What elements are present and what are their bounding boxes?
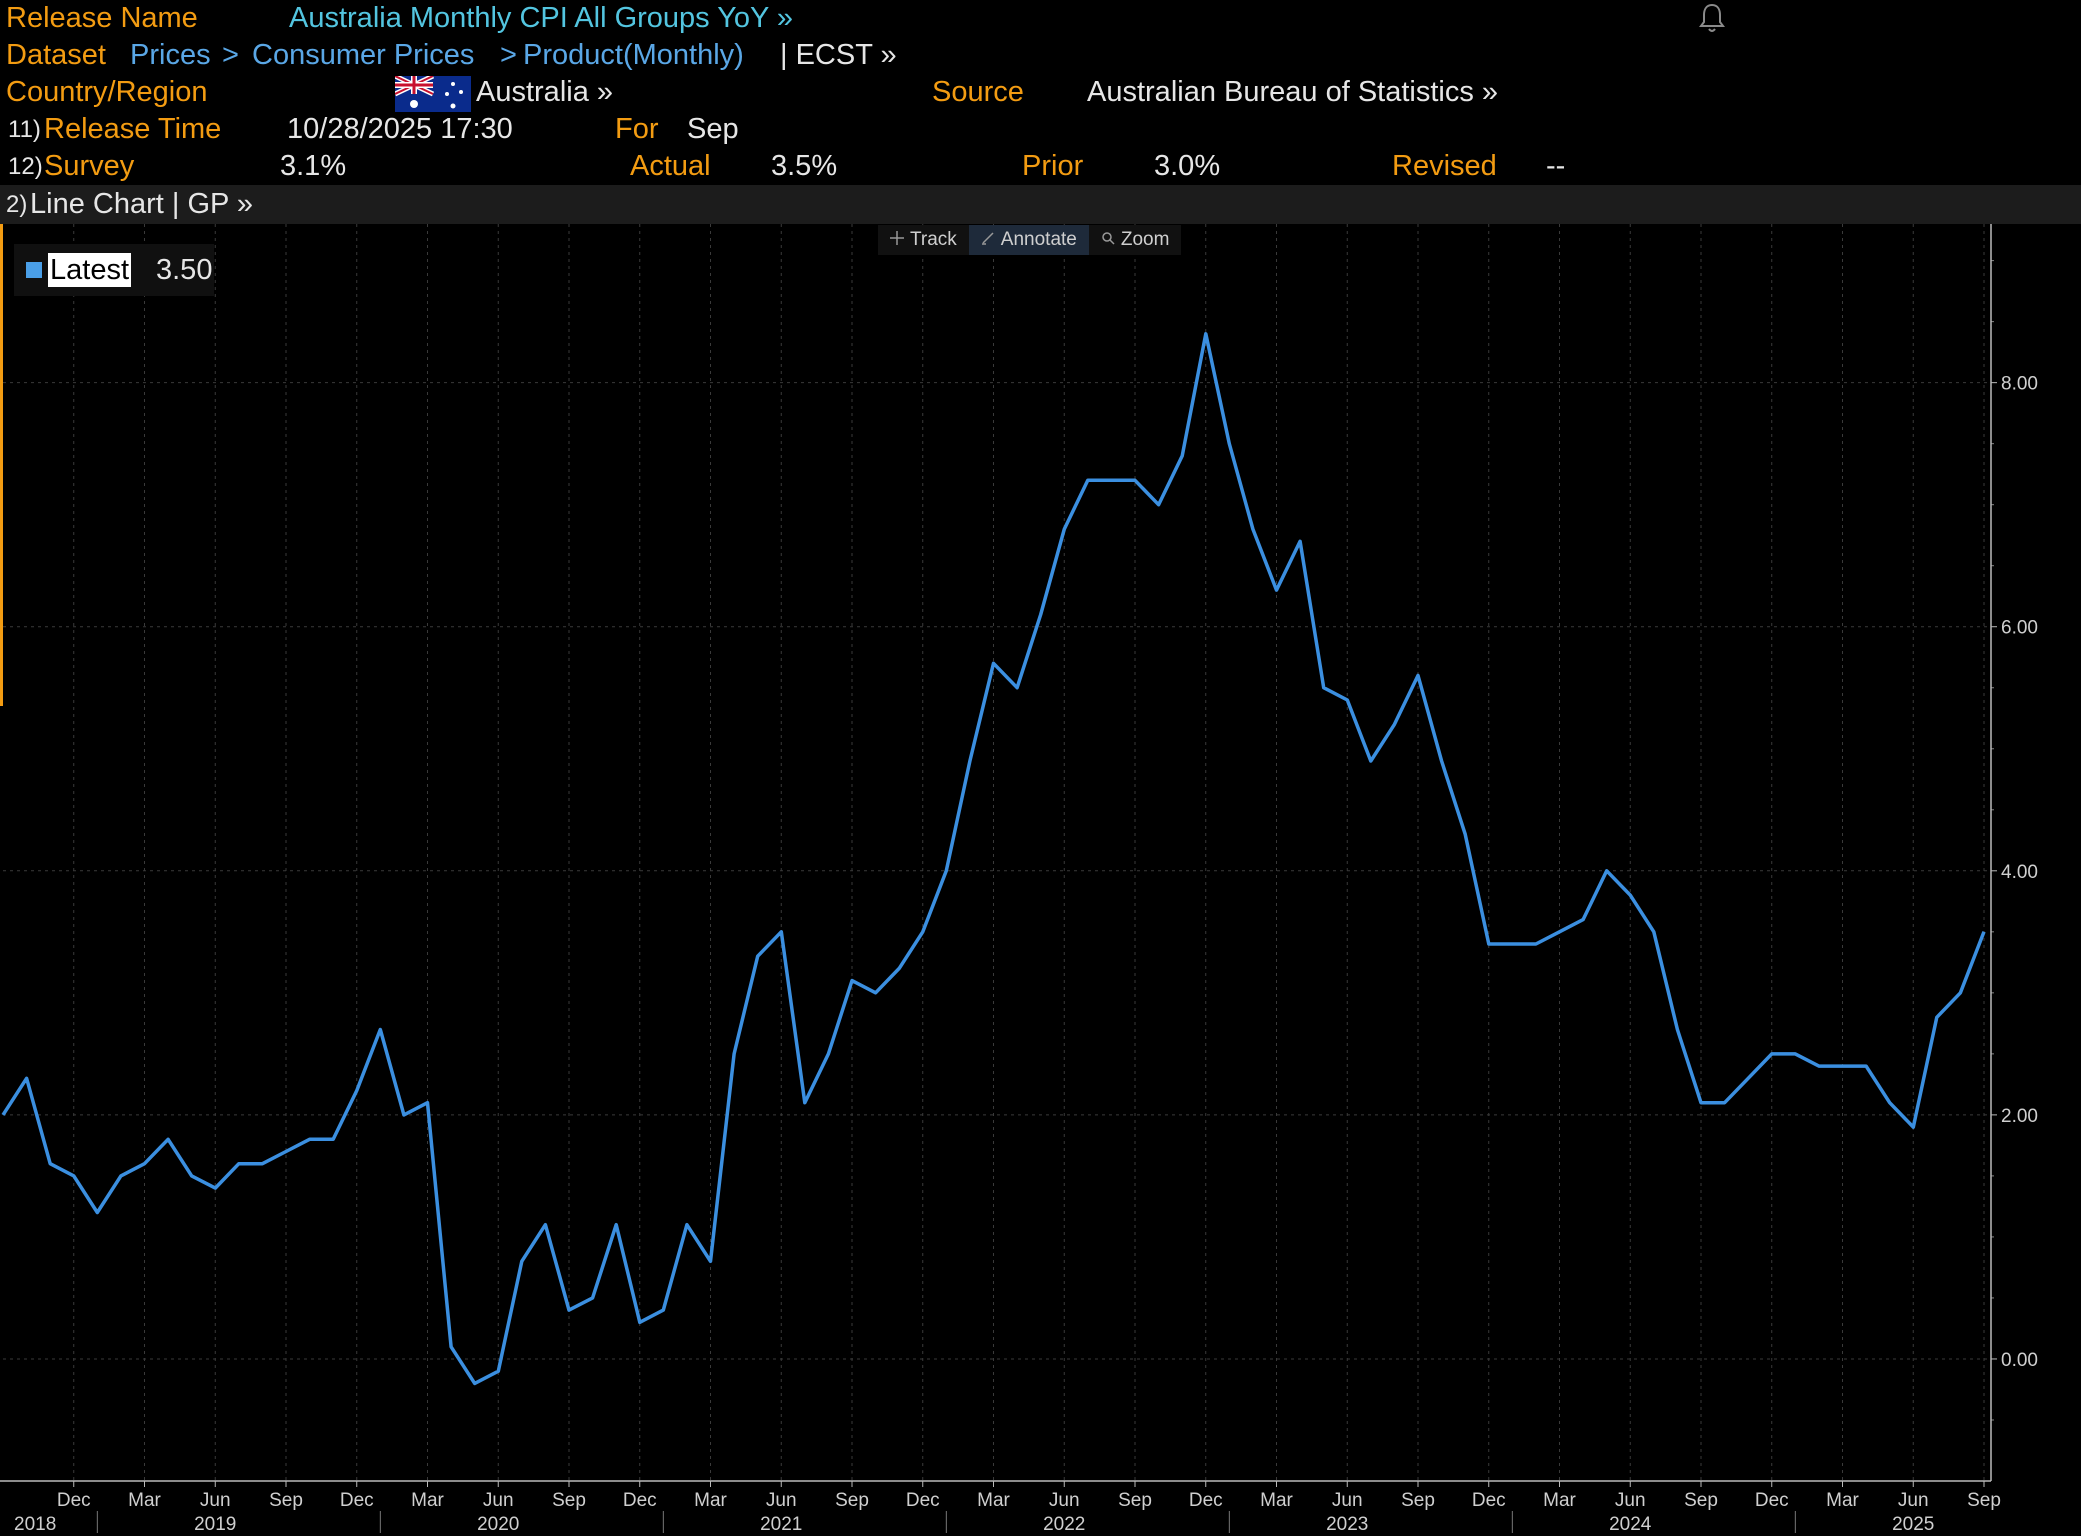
x-month-label: Sep xyxy=(1684,1490,1718,1511)
magnifier-icon xyxy=(1101,225,1115,255)
chart-type-number[interactable]: 2) xyxy=(6,191,28,218)
track-label: Track xyxy=(910,229,957,250)
y-tick-label: 0.00 xyxy=(2001,1350,2038,1371)
annotate-label: Annotate xyxy=(1000,229,1077,250)
x-month-label: Dec xyxy=(1755,1490,1789,1511)
left-accent-marker xyxy=(0,224,3,706)
x-month-label: Mar xyxy=(1826,1490,1859,1511)
x-month-label: Mar xyxy=(1260,1490,1293,1511)
country-link[interactable]: Australia » xyxy=(476,76,614,108)
x-month-label: Sep xyxy=(1967,1490,2001,1511)
cpi-yoy-series-line xyxy=(1,332,1986,1386)
revised-value: -- xyxy=(1546,150,1566,182)
dataset-ecst-link[interactable]: | ECST » xyxy=(780,39,897,71)
release-time-label[interactable]: Release Time xyxy=(44,113,222,145)
survey-label[interactable]: Survey xyxy=(44,150,135,182)
chart-type-bar: 2) Line Chart | GP » xyxy=(0,185,2081,224)
y-tick-label: 2.00 xyxy=(2001,1106,2038,1127)
chart-toolbar: Track Annotate Zoom xyxy=(878,225,1182,255)
x-month-label: Dec xyxy=(340,1490,374,1511)
legend-value: 3.50 xyxy=(156,254,213,286)
dataset-label: Dataset xyxy=(6,39,106,71)
chart-type-link[interactable]: Line Chart | GP » xyxy=(30,188,254,220)
prior-label: Prior xyxy=(1022,150,1084,182)
x-month-label: Jun xyxy=(1049,1490,1080,1511)
survey-row: 12) Survey 3.1% Actual 3.5% Prior 3.0% R… xyxy=(0,148,2081,185)
x-month-label: Jun xyxy=(1615,1490,1646,1511)
survey-value: 3.1% xyxy=(280,150,347,182)
x-month-label: Sep xyxy=(1118,1490,1152,1511)
track-button[interactable]: Track xyxy=(878,225,969,255)
release-time-row: 11) Release Time 10/28/2025 17:30 For Se… xyxy=(0,111,2081,148)
x-month-label: Mar xyxy=(1543,1490,1576,1511)
x-year-label: 2021 xyxy=(760,1514,802,1535)
x-year-label: 2019 xyxy=(194,1514,236,1535)
x-year-label: 2025 xyxy=(1892,1514,1934,1535)
x-month-label: Mar xyxy=(977,1490,1010,1511)
crosshair-icon xyxy=(890,225,904,255)
release-time-number[interactable]: 11) xyxy=(8,116,41,143)
for-value: Sep xyxy=(687,113,739,145)
x-year-label: 2024 xyxy=(1609,1514,1652,1535)
source-label: Source xyxy=(932,76,1024,108)
x-month-label: Jun xyxy=(1332,1490,1363,1511)
legend-label[interactable]: Latest xyxy=(48,253,131,287)
x-month-label: Dec xyxy=(623,1490,657,1511)
chart-grid xyxy=(3,224,1991,1481)
breadcrumb-separator: > xyxy=(500,39,517,71)
australia-flag-icon xyxy=(393,73,471,122)
annotate-button[interactable]: Annotate xyxy=(968,225,1089,255)
pencil-icon xyxy=(981,225,995,255)
x-month-label: Sep xyxy=(269,1490,303,1511)
legend-swatch xyxy=(26,262,42,278)
chart-series xyxy=(1,332,1986,1386)
y-tick-label: 8.00 xyxy=(2001,374,2038,395)
release-name-link[interactable]: Australia Monthly CPI All Groups YoY » xyxy=(289,2,794,34)
revised-label: Revised xyxy=(1392,150,1497,182)
x-month-label: Sep xyxy=(1401,1490,1435,1511)
breadcrumb-consumer-prices[interactable]: Consumer Prices xyxy=(252,39,475,71)
prior-value: 3.0% xyxy=(1154,150,1221,182)
release-time-value: 10/28/2025 17:30 xyxy=(287,113,513,145)
bell-icon[interactable] xyxy=(1697,2,1727,44)
country-row: Country/Region Australia » Source Austra… xyxy=(0,73,2081,112)
breadcrumb-separator: > xyxy=(222,39,239,71)
release-name-row: Release Name Australia Monthly CPI All G… xyxy=(0,0,2081,37)
x-month-label: Mar xyxy=(128,1490,161,1511)
for-label: For xyxy=(615,113,659,145)
survey-number[interactable]: 12) xyxy=(8,153,43,180)
x-month-label: Jun xyxy=(200,1490,231,1511)
x-year-label: 2023 xyxy=(1326,1514,1368,1535)
y-tick-label: 4.00 xyxy=(2001,862,2038,883)
chart-legend: Latest 3.50 xyxy=(14,244,214,296)
breadcrumb-prices[interactable]: Prices xyxy=(130,39,211,71)
x-month-label: Dec xyxy=(906,1490,940,1511)
y-tick-label: 6.00 xyxy=(2001,618,2038,639)
x-month-label: Jun xyxy=(766,1490,797,1511)
source-link[interactable]: Australian Bureau of Statistics » xyxy=(1087,76,1499,108)
x-month-label: Mar xyxy=(411,1490,444,1511)
x-month-label: Dec xyxy=(57,1490,91,1511)
x-month-label: Dec xyxy=(1472,1490,1506,1511)
chart-axes: 0.00 2.00 4.00 6.00 8.00 Dec Mar Jun Sep Dec Mar Ju… xyxy=(0,224,2038,1535)
x-month-label: Mar xyxy=(694,1490,727,1511)
release-name-label: Release Name xyxy=(6,2,198,34)
zoom-label: Zoom xyxy=(1120,229,1170,250)
actual-label: Actual xyxy=(630,150,711,182)
x-month-label: Sep xyxy=(552,1490,586,1511)
actual-value: 3.5% xyxy=(771,150,838,182)
country-label: Country/Region xyxy=(6,76,208,108)
x-year-label: 2020 xyxy=(477,1514,519,1535)
breadcrumb-product-monthly[interactable]: Product(Monthly) xyxy=(523,39,744,71)
x-month-label: Jun xyxy=(483,1490,514,1511)
x-month-label: Dec xyxy=(1189,1490,1223,1511)
x-month-label: Jun xyxy=(1898,1490,1929,1511)
x-year-label: 2022 xyxy=(1043,1514,1085,1535)
x-month-label: Sep xyxy=(835,1490,869,1511)
zoom-button[interactable]: Zoom xyxy=(1088,225,1182,255)
dataset-row: Dataset Prices > Consumer Prices > Produ… xyxy=(0,37,2081,74)
line-chart[interactable]: 0.00 2.00 4.00 6.00 8.00 Dec Mar Jun Sep Dec Mar Ju… xyxy=(0,224,2081,1536)
x-year-label: 2018 xyxy=(14,1514,56,1535)
